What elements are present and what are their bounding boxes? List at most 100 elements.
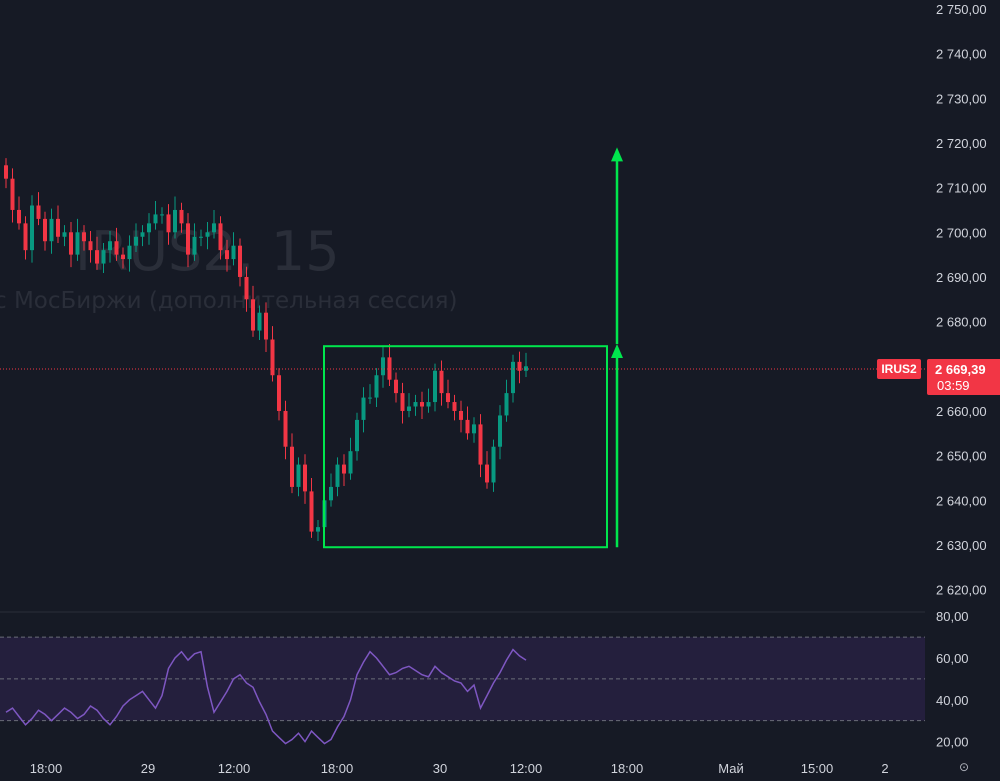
candle-body[interactable]	[491, 446, 496, 483]
candle-body[interactable]	[426, 402, 431, 407]
candle-body[interactable]	[10, 178, 15, 210]
candle-body[interactable]	[303, 464, 307, 492]
candle-body[interactable]	[179, 209, 184, 224]
candle-body[interactable]	[153, 214, 158, 224]
candle-body[interactable]	[511, 361, 515, 394]
settings-icon[interactable]: ⊙	[958, 760, 970, 774]
arrow-up-icon[interactable]	[611, 147, 623, 162]
candle-body[interactable]	[335, 464, 340, 487]
candle-body[interactable]	[498, 415, 502, 447]
candle-body[interactable]	[387, 357, 392, 380]
candle-body[interactable]	[420, 402, 424, 407]
candle-body[interactable]	[192, 236, 197, 255]
candle-body[interactable]	[160, 214, 164, 216]
candle-body[interactable]	[504, 393, 509, 416]
candle-body[interactable]	[30, 205, 34, 251]
candle-body[interactable]	[394, 379, 398, 394]
last-price-box: 2 669,39 03:59	[927, 359, 1000, 395]
candle-body[interactable]	[147, 223, 151, 233]
candle-body[interactable]	[517, 361, 522, 371]
candle-body[interactable]	[400, 393, 405, 411]
candle-body[interactable]	[205, 232, 210, 237]
candle-body[interactable]	[108, 241, 112, 251]
candle-body[interactable]	[439, 370, 444, 394]
rsi-line[interactable]	[5, 648, 527, 745]
candle-body[interactable]	[43, 218, 47, 242]
candle-body[interactable]	[75, 232, 80, 255]
candle-body[interactable]	[374, 375, 379, 398]
candle-body[interactable]	[56, 218, 60, 237]
price-tick-label: 2 710,00	[936, 181, 987, 196]
candle-body[interactable]	[114, 241, 119, 255]
candle-body[interactable]	[465, 419, 470, 434]
candle-body[interactable]	[309, 491, 314, 532]
candle-body[interactable]	[478, 424, 483, 465]
candle-body[interactable]	[355, 419, 359, 452]
candle-body[interactable]	[485, 464, 489, 483]
candle-body[interactable]	[244, 276, 249, 300]
candle-body[interactable]	[173, 209, 177, 233]
candle-body[interactable]	[329, 486, 333, 501]
candle-body[interactable]	[459, 410, 463, 420]
candle-body[interactable]	[212, 223, 216, 233]
range-rectangle-annotation[interactable]	[323, 345, 608, 549]
candle-body[interactable]	[23, 223, 28, 251]
candle-body[interactable]	[82, 232, 86, 242]
candle-body[interactable]	[49, 218, 54, 242]
candle-body[interactable]	[296, 464, 301, 487]
candle-body[interactable]	[407, 406, 411, 411]
candle-body[interactable]	[342, 464, 346, 474]
candle-body[interactable]	[257, 312, 262, 331]
candle-body[interactable]	[264, 312, 268, 340]
candle-body[interactable]	[361, 397, 366, 420]
candle-body[interactable]	[218, 223, 223, 251]
candle-body[interactable]	[270, 339, 275, 376]
rsi-tick-label: 60,00	[936, 651, 969, 666]
candle-body[interactable]	[166, 214, 171, 233]
candle-body[interactable]	[348, 451, 353, 474]
candle-body[interactable]	[452, 402, 457, 411]
candle-body[interactable]	[277, 375, 281, 411]
candle-body[interactable]	[134, 236, 138, 246]
candle-body[interactable]	[316, 527, 320, 532]
price-axis[interactable]: 2 620,00 2 630,00 2 640,00 2 650,00 2 660,00…	[936, 2, 987, 598]
candle-body[interactable]	[238, 245, 242, 277]
candle-body[interactable]	[140, 232, 145, 237]
rsi-pane[interactable]	[0, 636, 925, 745]
candle-body[interactable]	[225, 250, 229, 260]
candle-body[interactable]	[446, 393, 450, 403]
candle-body[interactable]	[231, 245, 236, 260]
candle-body[interactable]	[251, 299, 255, 331]
arrow-up-icon[interactable]	[611, 343, 623, 358]
price-tick-label: 2 660,00	[936, 404, 987, 419]
price-pane[interactable]	[0, 158, 925, 541]
candle-body[interactable]	[17, 209, 21, 224]
candle-body[interactable]	[62, 232, 67, 237]
candle-body[interactable]	[88, 241, 93, 251]
symbol-price-badge: IRUS2	[877, 359, 921, 379]
rsi-tick-label: 80,00	[936, 609, 969, 624]
candle-body[interactable]	[121, 254, 125, 260]
candle-body[interactable]	[199, 236, 203, 238]
candle-body[interactable]	[433, 370, 437, 403]
candle-body[interactable]	[36, 205, 41, 219]
candle-body[interactable]	[4, 165, 8, 179]
candle-body[interactable]	[381, 357, 385, 376]
annotation-layer[interactable]	[323, 147, 623, 549]
time-axis[interactable]: 18:00 29 12:00 18:00 30 12:00 18:00 Май 15:00 2	[30, 761, 889, 776]
candle-body[interactable]	[95, 250, 99, 264]
candle-body[interactable]	[368, 397, 372, 399]
candle-body[interactable]	[186, 223, 190, 255]
candle-body[interactable]	[283, 410, 288, 447]
price-tick-label: 2 640,00	[936, 493, 987, 508]
price-tick-label: 2 750,00	[936, 2, 987, 17]
candle-body[interactable]	[472, 424, 476, 434]
rsi-axis[interactable]: 20,00 40,00 60,00 80,00	[936, 609, 969, 749]
candle-body[interactable]	[413, 402, 418, 407]
candle-body[interactable]	[101, 250, 106, 264]
price-tick-label: 2 690,00	[936, 270, 987, 285]
candle-body[interactable]	[69, 232, 73, 255]
candle-body[interactable]	[127, 245, 132, 260]
candle-body[interactable]	[290, 446, 294, 487]
